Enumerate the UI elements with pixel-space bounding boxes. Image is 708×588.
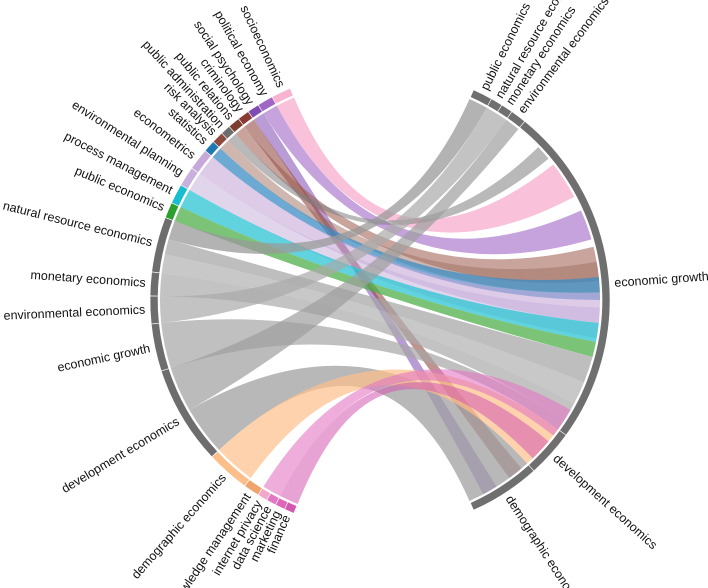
arc-left-political-economy	[257, 96, 277, 113]
arc-left-econometrics	[191, 150, 212, 174]
ribbon-development-economics	[159, 107, 507, 323]
label-left-development-economics: development economics	[59, 414, 182, 495]
arc-left-environmental-planning	[180, 167, 199, 190]
arc-left-knowledge-management	[244, 479, 263, 496]
arc-left-public-relations	[228, 118, 244, 133]
arcs-layer	[149, 87, 611, 514]
arc-left-economic-growth	[150, 322, 170, 372]
arc-left-risk-analysis	[212, 132, 228, 148]
arc-left-demographic-economics	[211, 450, 250, 487]
ribbon-economic-growth	[160, 273, 575, 420]
ribbon-knowledge-management	[170, 119, 519, 410]
arc-left-social-psychology	[247, 104, 263, 119]
ribbon-finance	[280, 382, 549, 504]
arc-left-public-economics	[164, 202, 180, 221]
label-left-monetary-economics: monetary economics	[30, 268, 146, 290]
arc-left-internet-privacy	[257, 487, 272, 501]
label-right-development-economics: development economics	[550, 452, 660, 553]
arc-left-finance	[284, 501, 298, 514]
ribbon-public-economics	[174, 207, 596, 357]
label-right-economic-growth: economic growth	[614, 269, 708, 290]
arc-left-development-economics	[160, 368, 219, 458]
arc-left-socioeconomics	[271, 87, 294, 105]
ribbon-political-economy	[263, 105, 592, 255]
arc-left-process-management	[171, 184, 189, 207]
ribbon-environmental-economics	[161, 254, 584, 404]
arc-right-demographic-economic	[469, 464, 535, 511]
arc-left-public-administration	[221, 125, 235, 140]
ribbons-layer	[159, 97, 600, 504]
arc-left-environmental-economics	[149, 295, 160, 325]
label-left-environmental-economics: environmental economics	[3, 303, 145, 323]
ribbon-internet-privacy	[189, 365, 528, 501]
ribbon-natural-resource-economics	[168, 99, 487, 254]
arc-left-marketing	[275, 497, 289, 510]
arc-left-natural-resource-economics	[151, 217, 174, 274]
arc-left-criminology	[237, 111, 254, 126]
label-right-demographic-economic: demographic economic	[503, 493, 585, 588]
ribbon-public-administration	[228, 133, 549, 226]
arc-left-monetary-economics	[149, 271, 160, 297]
ribbon-statistics	[212, 148, 600, 300]
arc-left-statistics	[204, 141, 220, 157]
label-left-economic-growth: economic growth	[56, 341, 151, 374]
ribbon-monetary-economics	[164, 239, 593, 383]
ribbon-socioeconomics	[276, 97, 575, 233]
label-left-natural-resource-economics: natural resource economics	[1, 199, 153, 250]
arc-left-data-science	[266, 492, 280, 506]
ribbon-process-management	[180, 190, 599, 342]
